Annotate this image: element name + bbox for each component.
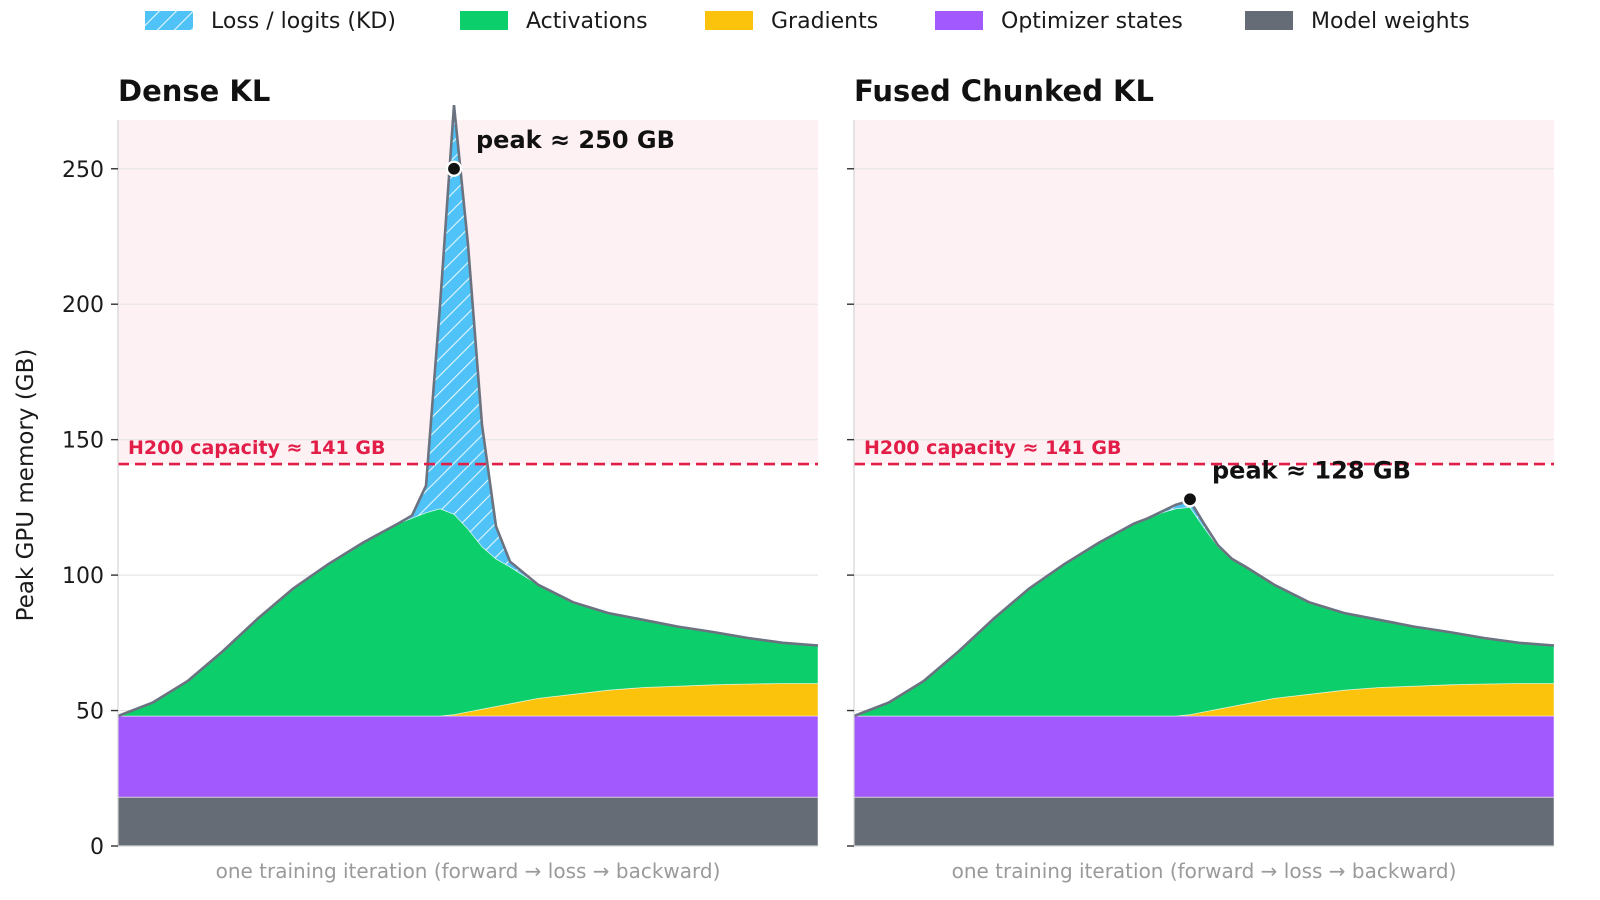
x-axis-label: one training iteration (forward → loss →… bbox=[216, 859, 721, 883]
legend: Loss / logits (KD) Activations Gradients Op… bbox=[145, 9, 1470, 34]
over-capacity-zone bbox=[854, 120, 1554, 465]
legend-item: Loss / logits (KD) bbox=[145, 9, 396, 34]
area-model-weights bbox=[853, 796, 1555, 847]
area-optimizer-states bbox=[117, 715, 819, 798]
legend-swatch bbox=[705, 11, 753, 30]
area-activations bbox=[853, 506, 1555, 717]
peak-marker bbox=[445, 160, 463, 177]
total-outline bbox=[853, 499, 1555, 718]
legend-label: Loss / logits (KD) bbox=[211, 9, 396, 34]
legend-swatch bbox=[1245, 11, 1293, 30]
y-tick-label: 200 bbox=[62, 293, 104, 318]
peak-marker bbox=[1181, 491, 1199, 508]
y-tick-label: 100 bbox=[62, 564, 104, 589]
area-activations bbox=[117, 508, 819, 717]
legend-swatch bbox=[935, 11, 983, 30]
chart-panel: H200 capacity ≈ 141 GB 0 50 100 150 200 250 pea… bbox=[62, 74, 819, 883]
y-axis-label: Peak GPU memory (GB) bbox=[13, 349, 39, 622]
y-tick-label: 0 bbox=[90, 835, 104, 860]
legend-swatch bbox=[460, 11, 508, 30]
legend-label: Activations bbox=[526, 9, 648, 34]
area-model-weights bbox=[117, 796, 819, 847]
y-tick-label: 150 bbox=[62, 429, 104, 454]
panel-title: Dense KL bbox=[118, 74, 270, 108]
legend-label: Gradients bbox=[771, 9, 878, 34]
legend-label: Model weights bbox=[1311, 9, 1470, 34]
y-tick-label: 250 bbox=[62, 158, 104, 183]
capacity-label: H200 capacity ≈ 141 GB bbox=[864, 437, 1121, 459]
chart-panel: H200 capacity ≈ 141 GB peak ≈ 128 GB Fused… bbox=[847, 74, 1555, 883]
legend-item: Gradients bbox=[705, 9, 878, 34]
legend-item: Activations bbox=[460, 9, 648, 34]
panel-title: Fused Chunked KL bbox=[854, 74, 1154, 108]
peak-label: peak ≈ 250 GB bbox=[476, 126, 675, 154]
legend-item: Model weights bbox=[1245, 9, 1470, 34]
x-axis-label: one training iteration (forward → loss →… bbox=[952, 859, 1457, 883]
legend-label: Optimizer states bbox=[1001, 9, 1183, 34]
capacity-label: H200 capacity ≈ 141 GB bbox=[128, 437, 385, 459]
y-tick-label: 50 bbox=[76, 700, 104, 725]
legend-item: Optimizer states bbox=[935, 9, 1183, 34]
total-outline bbox=[117, 104, 819, 718]
area-optimizer-states bbox=[853, 715, 1555, 798]
legend-swatch bbox=[145, 11, 193, 30]
peak-label: peak ≈ 128 GB bbox=[1212, 456, 1411, 484]
